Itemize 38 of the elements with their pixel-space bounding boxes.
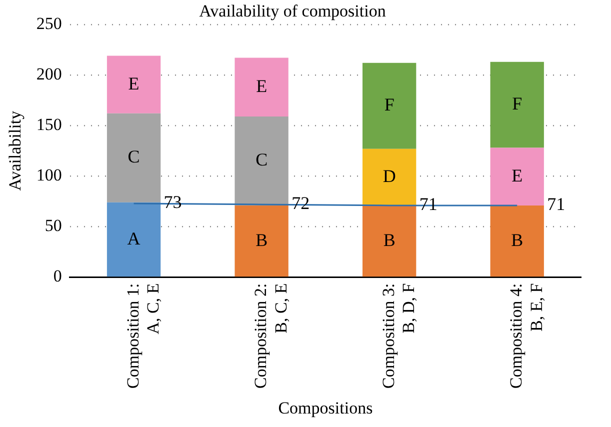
- bar: [362, 148, 416, 206]
- bar: [106, 56, 161, 114]
- text: F: [512, 94, 522, 114]
- series-label: C: [256, 150, 268, 170]
- x-axis-title: Compositions: [278, 398, 373, 418]
- series-label: B: [256, 230, 268, 250]
- y-tick-label: 100: [36, 166, 62, 185]
- bar: [106, 113, 161, 202]
- bar: [490, 205, 544, 277]
- bar: [490, 148, 544, 206]
- series-label: E: [128, 73, 140, 94]
- x-tick-label: Composition 1: A, C, E: [123, 283, 163, 389]
- text: B: [511, 230, 524, 250]
- bar: [234, 205, 288, 277]
- y-tick-label: 50: [44, 216, 62, 236]
- series-label: D: [382, 166, 396, 186]
- bar: [362, 205, 416, 277]
- bar: [106, 202, 161, 277]
- text: E: [256, 76, 268, 96]
- x-tick-label: Composition 2: B, C, E: [251, 283, 290, 389]
- text: E: [512, 165, 523, 186]
- text: C: [128, 146, 140, 167]
- text: B: [383, 230, 396, 250]
- y-tick-label: 200: [36, 64, 62, 84]
- y-tick-label: 150: [36, 115, 62, 134]
- chart-title: Availability of composition: [199, 2, 386, 21]
- x-tick-label: Composition 4: B, E, F: [506, 283, 546, 389]
- bar: [234, 58, 288, 116]
- bar: [234, 116, 288, 206]
- bar: [490, 62, 544, 148]
- bar: [362, 62, 416, 149]
- y-tick-label: 0: [53, 266, 62, 286]
- data-label: 71: [547, 194, 566, 214]
- y-tick-label: 250: [36, 14, 62, 33]
- x-tick-label: Composition 3: B, D, F: [378, 283, 418, 389]
- series-label: A: [127, 228, 140, 248]
- series-label: F: [384, 94, 394, 115]
- y-axis-title: Availability: [6, 110, 25, 191]
